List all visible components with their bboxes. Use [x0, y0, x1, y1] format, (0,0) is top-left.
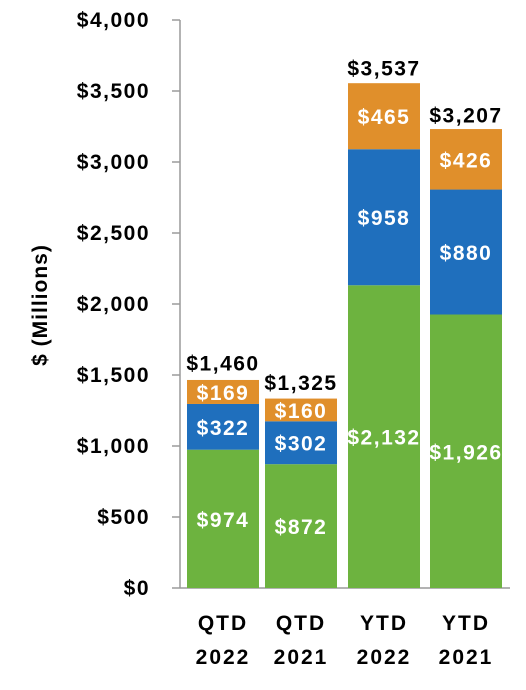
y-tick-label: $2,000 — [77, 293, 150, 316]
bar-segment — [265, 464, 337, 588]
y-tick-label: $0 — [124, 577, 150, 600]
segment-labels: $974 $322 $169 $872 $302 $160 $2,132 $958 $465 $1… — [197, 106, 502, 539]
x-category-year-label: 2022 — [357, 646, 412, 669]
bar-total-label: $1,325 — [264, 372, 337, 395]
x-category-label: QTD — [276, 612, 326, 635]
segment-value-label: $426 — [440, 149, 493, 172]
y-tick-label: $2,500 — [77, 222, 150, 245]
segment-value-label: $160 — [275, 400, 328, 423]
y-axis-title: $ (Millions) — [29, 244, 52, 366]
bar-segment — [348, 149, 420, 286]
segment-value-label: $974 — [197, 509, 250, 532]
x-category-year-label: 2021 — [439, 646, 494, 669]
bar-segment — [430, 189, 502, 315]
y-tick-label: $1,500 — [77, 364, 150, 387]
total-labels: $1,460$1,325 $3,537 $3,207 — [186, 58, 502, 395]
segment-value-label: $465 — [358, 106, 411, 129]
bar-segment — [187, 403, 259, 450]
y-axis-ticks: $0 $500 $1,000 $1,500 $2,000 $2,500 $3,000 $3,5… — [77, 9, 180, 600]
category-labels: QTD 2022 QTD 2021 YTD 2022 YTD 2021 — [196, 612, 494, 669]
bar-total-label: $3,207 — [429, 105, 502, 128]
y-tick-label: $1,000 — [77, 435, 150, 458]
segment-value-label: $322 — [197, 417, 250, 440]
bar-segment — [187, 449, 259, 588]
bar-group — [187, 83, 502, 588]
y-tick-label: $3,000 — [77, 151, 150, 174]
x-category-label: YTD — [442, 612, 490, 635]
bar-segment — [265, 398, 337, 422]
bar-segment — [348, 83, 420, 150]
bar-total-label: $3,537 — [347, 58, 420, 81]
y-tick-label: $4,000 — [77, 9, 150, 32]
bar-segment — [430, 129, 502, 190]
bar-segment — [348, 285, 420, 588]
bar-segment — [187, 379, 259, 404]
y-tick-label: $3,500 — [77, 80, 150, 103]
x-category-label: QTD — [198, 612, 248, 635]
segment-value-label: $2,132 — [347, 427, 420, 450]
segment-value-label: $1,926 — [429, 441, 502, 464]
segment-value-label: $872 — [275, 516, 328, 539]
segment-value-label: $302 — [275, 433, 328, 456]
segment-value-label: $958 — [358, 207, 411, 230]
x-category-year-label: 2021 — [274, 646, 329, 669]
bar-segment — [430, 314, 502, 588]
x-category-year-label: 2022 — [196, 646, 251, 669]
bar-segment — [265, 421, 337, 465]
segment-value-label: $880 — [440, 242, 493, 265]
segment-value-label: $169 — [197, 382, 250, 405]
bar-total-label: $1,460 — [186, 353, 259, 376]
y-tick-label: $500 — [97, 506, 150, 529]
x-category-label: YTD — [360, 612, 408, 635]
